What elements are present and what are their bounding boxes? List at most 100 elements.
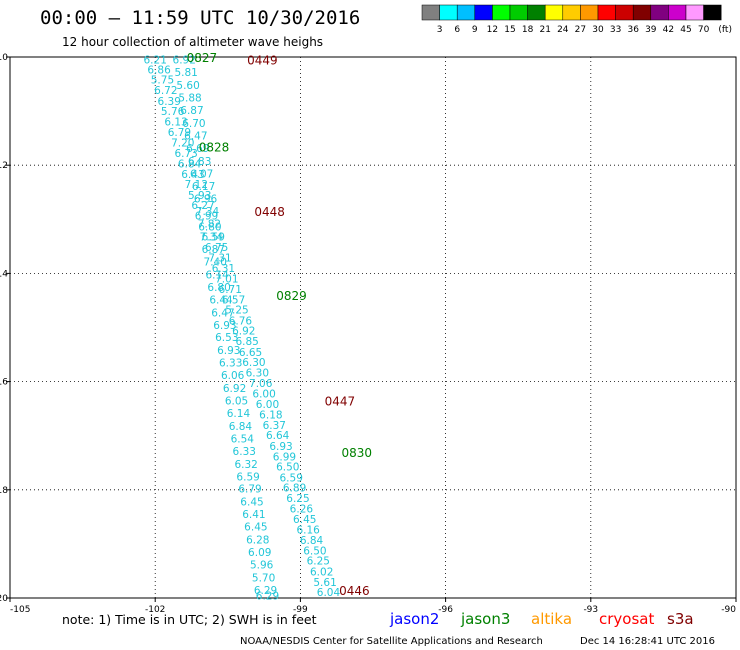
swh-point-label: 7.82: [198, 219, 221, 231]
swh-point-label: 6.04: [317, 587, 341, 599]
satellite-legend-jason2: jason2: [389, 610, 439, 628]
data-marks: 6.216.865.756.726.395.766.136.797.206.73…: [144, 55, 341, 603]
swh-point-label: 6.99: [195, 211, 218, 223]
plot-grid: [10, 57, 736, 598]
swh-point-label: 6.25: [286, 493, 309, 505]
swh-point-label: 6.92: [232, 326, 255, 338]
swh-point-label: 6.09: [248, 547, 271, 559]
colorbar-swatch: [544, 4, 564, 21]
colorbar-label: 9: [472, 25, 478, 35]
swh-point-label: 6.28: [246, 535, 269, 547]
swh-point-label: 6.29: [254, 585, 277, 597]
colorbar-swatch: [527, 4, 546, 21]
swh-point-label: 6.80: [207, 282, 230, 294]
swh-point-label: 5.76: [161, 106, 185, 118]
colorbar-label: 12: [487, 25, 498, 35]
swh-point-label: 6.89: [283, 483, 306, 495]
pass-time-label: 0829: [276, 289, 307, 303]
swh-point-label: 6.33: [233, 446, 256, 458]
color-legend: 3 6 9 12 15 18 21 24 27 30 33 36 39 42 45 70 (ft): [421, 4, 732, 35]
colorbar-swatch: [580, 4, 599, 21]
swh-point-label: 5.88: [178, 93, 201, 105]
swh-point-label: 7.34: [200, 232, 224, 244]
colorbar-label: 45: [680, 25, 691, 35]
colorbar-swatch: [597, 4, 616, 21]
colorbar-label: 6: [454, 25, 460, 35]
x-tick-label: -102: [145, 605, 165, 615]
swh-point-label: 7.31: [208, 253, 231, 265]
x-tick-label: -99: [293, 605, 308, 615]
swh-point-label: 7.20: [171, 137, 194, 149]
x-tick-label: -90: [721, 605, 736, 615]
swh-point-label: 6.25: [307, 556, 330, 568]
swh-point-label: 6.96: [194, 194, 218, 206]
satellite-legend: jason2 jason3 altika cryosat s3a: [389, 610, 694, 628]
swh-point-label: 5.25: [225, 305, 248, 317]
colorbar-label: 18: [522, 25, 534, 35]
pass-time-label: 0448: [254, 205, 285, 219]
footer-note: note: 1) Time is in UTC; 2) SWH is in fe…: [62, 612, 317, 627]
swh-point-label: 6.05: [225, 396, 248, 408]
y-tick-label: -18: [0, 486, 8, 496]
chart-title: 00:00 – 11:59 UTC 10/30/2016: [40, 7, 360, 29]
axis-ticks: -10 -12 -14 -16 -18 -20-105 -102 -99 -96 -93 -90: [0, 53, 737, 615]
swh-point-label: 7.06: [249, 378, 273, 390]
y-tick-label: -20: [0, 594, 8, 604]
swh-point-label: 5.81: [174, 67, 197, 79]
swh-point-label: 6.92: [223, 383, 246, 395]
colorbar-swatch: [456, 4, 476, 21]
swh-point-label: 6.33: [219, 358, 242, 370]
swh-point-label: 6.31: [212, 263, 235, 275]
swh-point-label: 6.93: [217, 345, 240, 357]
swh-point-label: 6.16: [296, 524, 320, 536]
swh-point-label: 5.93: [188, 190, 211, 202]
colorbar-swatch: [615, 4, 634, 21]
swh-point-label: 6.43: [181, 169, 204, 181]
swh-point-label: 6.83: [188, 156, 211, 168]
colorbar-label: 30: [592, 25, 604, 35]
swh-point-label: 5.75: [151, 75, 174, 87]
swh-point-label: 6.07: [190, 168, 213, 180]
x-tick-label: -96: [438, 605, 453, 615]
swh-point-label: 6.85: [235, 336, 258, 348]
credit-text: NOAA/NESDIS Center for Satellite Applica…: [240, 636, 543, 647]
swh-point-label: 6.30: [246, 367, 269, 379]
swh-point-label: 6.39: [158, 96, 181, 108]
swh-point-label: 6.70: [182, 118, 205, 130]
swh-point-label: 6.64: [266, 430, 290, 442]
swh-point-label: 7.34: [196, 206, 220, 218]
swh-point-label: 6.26: [290, 504, 314, 516]
swh-point-label: 6.50: [276, 462, 299, 474]
swh-point-label: 6.93: [213, 320, 236, 332]
colorbar-label: 70: [698, 25, 710, 35]
colorbar-swatch: [421, 4, 440, 21]
swh-point-label: 6.79: [238, 484, 261, 496]
swh-point-label: 6.27: [191, 200, 214, 212]
swh-point-label: 7.12: [185, 179, 208, 191]
colorbar-label: 39: [645, 25, 657, 35]
swh-point-label: 6.73: [174, 148, 197, 160]
colorbar-label: 36: [627, 25, 639, 35]
swh-point-label: 6.99: [273, 451, 296, 463]
swh-point-label: 6.06: [221, 370, 245, 382]
swh-point-label: 6.21: [144, 55, 167, 67]
colorbar-swatch: [474, 4, 493, 21]
swh-point-label: 5.70: [252, 572, 275, 584]
swh-point-label: 6.00: [252, 389, 275, 401]
swh-point-label: 6.41: [242, 509, 265, 521]
colorbar-swatch: [632, 4, 652, 21]
swh-point-label: 6.14: [205, 269, 229, 281]
x-tick-label: -105: [10, 605, 30, 615]
swh-point-label: 6.30: [242, 357, 265, 369]
colorbar-swatch: [439, 4, 458, 21]
swh-point-label: 6.80: [198, 221, 221, 233]
satellite-legend-cryosat: cryosat: [599, 610, 654, 628]
swh-point-label: 6.69: [186, 143, 209, 155]
swh-point-label: 6.14: [227, 408, 251, 420]
swh-point-label: 5.61: [313, 577, 336, 589]
swh-point-label: 6.29: [256, 590, 279, 602]
swh-point-label: 6.84: [178, 159, 202, 171]
pass-time-label: 0446: [339, 584, 370, 598]
swh-point-label: 5.96: [250, 559, 274, 571]
